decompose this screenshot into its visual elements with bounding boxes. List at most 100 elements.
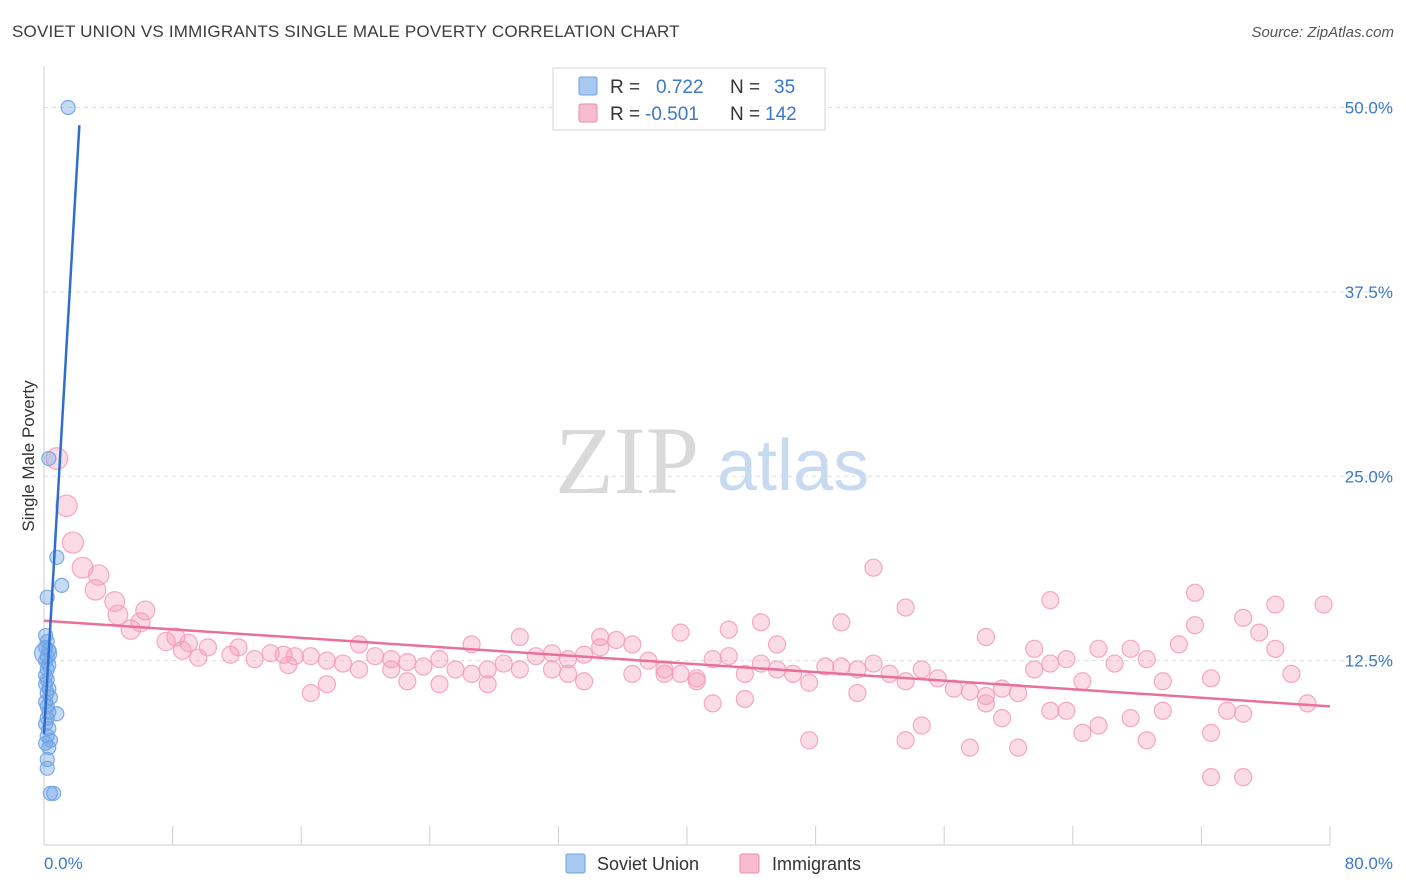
data-point-immigrants xyxy=(816,657,835,676)
data-point-soviet-union xyxy=(39,751,55,768)
data-point-immigrants xyxy=(960,738,980,757)
data-point-immigrants xyxy=(1201,669,1221,688)
data-point-immigrants xyxy=(478,675,497,694)
data-point-immigrants xyxy=(1057,650,1076,669)
data-point-immigrants xyxy=(864,654,883,673)
data-point-immigrants xyxy=(735,689,754,709)
data-point-immigrants xyxy=(1153,701,1172,720)
data-point-immigrants xyxy=(333,654,353,673)
data-point-immigrants xyxy=(179,633,199,653)
data-point-immigrants xyxy=(751,613,771,632)
watermark-atlas: atlas xyxy=(717,426,869,506)
data-point-immigrants xyxy=(172,640,192,660)
data-point-immigrants xyxy=(783,664,803,684)
data-point-soviet-union xyxy=(34,641,58,665)
data-point-immigrants xyxy=(526,647,545,666)
data-point-immigrants xyxy=(478,660,497,679)
legend-n-value: 142 xyxy=(765,104,797,125)
data-point-immigrants xyxy=(992,679,1012,698)
legend-bottom-swatch-soviet xyxy=(565,853,586,874)
data-point-immigrants xyxy=(279,655,298,675)
y-tick-label: 25.0% xyxy=(1345,467,1393,486)
data-point-immigrants xyxy=(558,664,578,684)
data-point-immigrants xyxy=(301,647,320,666)
data-point-immigrants xyxy=(55,494,78,518)
data-point-immigrants xyxy=(1169,635,1188,654)
data-point-immigrants xyxy=(575,672,594,691)
data-point-immigrants xyxy=(430,675,449,694)
data-point-immigrants xyxy=(928,669,947,688)
data-point-immigrants xyxy=(135,600,156,621)
data-point-immigrants xyxy=(1137,650,1156,669)
data-point-immigrants xyxy=(462,664,481,684)
legend-n-label: N = xyxy=(730,104,760,125)
watermark: ZIP atlas xyxy=(555,407,869,514)
data-point-immigrants xyxy=(800,731,819,750)
watermark-zip: ZIP xyxy=(555,407,699,514)
data-point-immigrants xyxy=(1025,639,1044,658)
data-point-immigrants xyxy=(84,579,107,601)
legend-r-value: -0.501 xyxy=(645,104,699,125)
data-point-immigrants xyxy=(719,647,738,666)
chart-title: SOVIET UNION VS IMMIGRANTS SINGLE MALE P… xyxy=(12,22,680,41)
data-point-immigrants xyxy=(832,613,851,632)
data-point-immigrants xyxy=(912,660,931,679)
legend-r-value: 0.722 xyxy=(656,77,704,98)
data-point-immigrants xyxy=(976,694,996,713)
data-point-immigrants xyxy=(880,664,899,684)
data-point-immigrants xyxy=(349,635,369,654)
data-point-soviet-union xyxy=(54,577,70,594)
data-point-soviet-union xyxy=(41,740,57,756)
data-point-immigrants xyxy=(800,673,819,692)
legend-r-label: R = xyxy=(610,104,640,125)
data-point-immigrants xyxy=(1153,672,1172,691)
data-point-immigrants xyxy=(1121,639,1140,658)
data-point-soviet-union xyxy=(49,549,65,565)
data-point-immigrants xyxy=(1041,701,1060,720)
data-point-immigrants xyxy=(1089,639,1108,658)
data-point-immigrants xyxy=(446,660,465,679)
data-point-immigrants xyxy=(671,664,690,684)
data-point-immigrants xyxy=(767,635,787,654)
data-point-immigrants xyxy=(864,558,883,577)
gridlines xyxy=(44,107,1392,662)
data-point-immigrants xyxy=(1041,591,1060,610)
legend-box xyxy=(552,67,826,131)
data-point-immigrants xyxy=(542,660,562,679)
data-point-immigrants xyxy=(1314,595,1333,614)
data-point-immigrants xyxy=(382,660,401,679)
data-point-soviet-union xyxy=(46,785,62,801)
data-point-immigrants xyxy=(301,683,320,703)
legend-bottom-label-soviet: Soviet Union xyxy=(597,854,699,874)
data-point-immigrants xyxy=(591,638,610,657)
data-point-immigrants xyxy=(1073,723,1092,743)
data-point-soviet-union xyxy=(60,99,76,116)
x-tick-label-min: 0.0% xyxy=(44,854,83,873)
data-point-immigrants xyxy=(960,682,980,701)
y-tick-labels: 12.5% 25.0% 37.5% 50.0% xyxy=(1345,99,1393,671)
data-point-immigrants xyxy=(510,627,529,647)
data-point-immigrants xyxy=(1282,664,1301,684)
data-point-immigrants xyxy=(719,620,738,639)
data-point-immigrants xyxy=(398,672,417,691)
legend-top: R = 0.722 N = 35 R = -0.501 N = 142 xyxy=(552,67,826,131)
data-point-immigrants xyxy=(1201,723,1221,743)
data-point-immigrants xyxy=(703,694,722,713)
data-point-immigrants xyxy=(575,645,594,664)
data-point-immigrants xyxy=(896,731,915,750)
data-point-immigrants xyxy=(120,619,142,640)
source-label: Source: ZipAtlas.com xyxy=(1251,24,1394,41)
data-point-immigrants xyxy=(189,648,208,667)
legend-swatch-immigrants xyxy=(578,103,598,123)
data-point-immigrants xyxy=(1250,623,1269,642)
data-point-immigrants xyxy=(1201,768,1221,787)
data-point-immigrants xyxy=(104,591,126,613)
data-point-immigrants xyxy=(976,686,996,706)
data-point-immigrants xyxy=(349,660,369,679)
legend-bottom-label-immigrants: Immigrants xyxy=(772,854,861,874)
data-point-immigrants xyxy=(221,645,240,664)
x-tick-labels: 0.0% 80.0% xyxy=(44,854,1393,873)
data-point-immigrants xyxy=(1137,731,1156,750)
data-point-immigrants xyxy=(912,716,931,735)
